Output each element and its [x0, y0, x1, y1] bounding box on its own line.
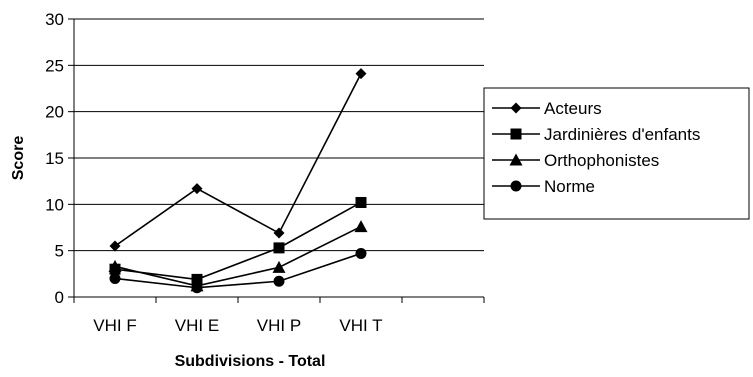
legend-marker: [510, 102, 522, 114]
series-2: [108, 220, 368, 292]
series-line: [114, 225, 362, 287]
data-point: [191, 282, 203, 294]
legend-label: Acteurs: [544, 99, 602, 118]
y-axis: 0 5 10 15 20 25 30: [45, 10, 75, 307]
legend-marker: [510, 180, 522, 192]
series-line: [114, 201, 362, 281]
x-axis-title: Subdivisions - Total: [175, 353, 326, 370]
y-tick-label: 20: [45, 103, 64, 122]
legend-box: [483, 87, 750, 220]
legend-item: Acteurs: [492, 99, 602, 118]
data-point: [108, 259, 122, 272]
series-3: [109, 247, 367, 294]
legend-label: Jardinières d'enfants: [544, 125, 700, 144]
data-point: [273, 275, 285, 287]
y-tick-label: 30: [45, 10, 64, 29]
legend: Acteurs Jardinières d'enfants Orthophonist…: [483, 87, 750, 220]
x-tick-label: VHI P: [257, 316, 301, 335]
data-point: [355, 247, 367, 259]
y-axis-title: Score: [10, 136, 27, 181]
data-point: [109, 272, 121, 284]
legend-item: Jardinières d'enfants: [492, 125, 700, 144]
legend-item: Norme: [492, 177, 595, 196]
data-point: [273, 227, 285, 239]
data-point: [355, 196, 367, 208]
data-point: [355, 68, 367, 80]
data-point: [191, 183, 203, 195]
series-line: [114, 252, 362, 289]
data-point: [354, 220, 368, 233]
y-tick-label: 10: [45, 195, 64, 214]
legend-label: Norme: [544, 177, 595, 196]
y-tick-label: 25: [45, 56, 64, 75]
y-tick-label: 15: [45, 149, 64, 168]
data-point: [109, 240, 121, 252]
legend-item: Orthophonistes: [492, 151, 659, 170]
data-point: [273, 242, 285, 254]
x-tick-label: VHI E: [175, 316, 219, 335]
legend-label: Orthophonistes: [544, 151, 659, 170]
x-tick-label: VHI F: [93, 316, 136, 335]
y-tick-label: 0: [55, 288, 64, 307]
gridlines: [74, 18, 484, 252]
series-line: [114, 73, 362, 247]
legend-marker: [509, 153, 523, 166]
data-point: [272, 260, 286, 273]
x-axis: VHI F VHI E VHI P VHI T: [73, 296, 485, 335]
y-tick-label: 5: [55, 242, 64, 261]
series-0: [109, 68, 367, 252]
x-tick-label: VHI T: [339, 316, 382, 335]
series-lines: [108, 68, 368, 294]
legend-marker: [510, 128, 522, 140]
